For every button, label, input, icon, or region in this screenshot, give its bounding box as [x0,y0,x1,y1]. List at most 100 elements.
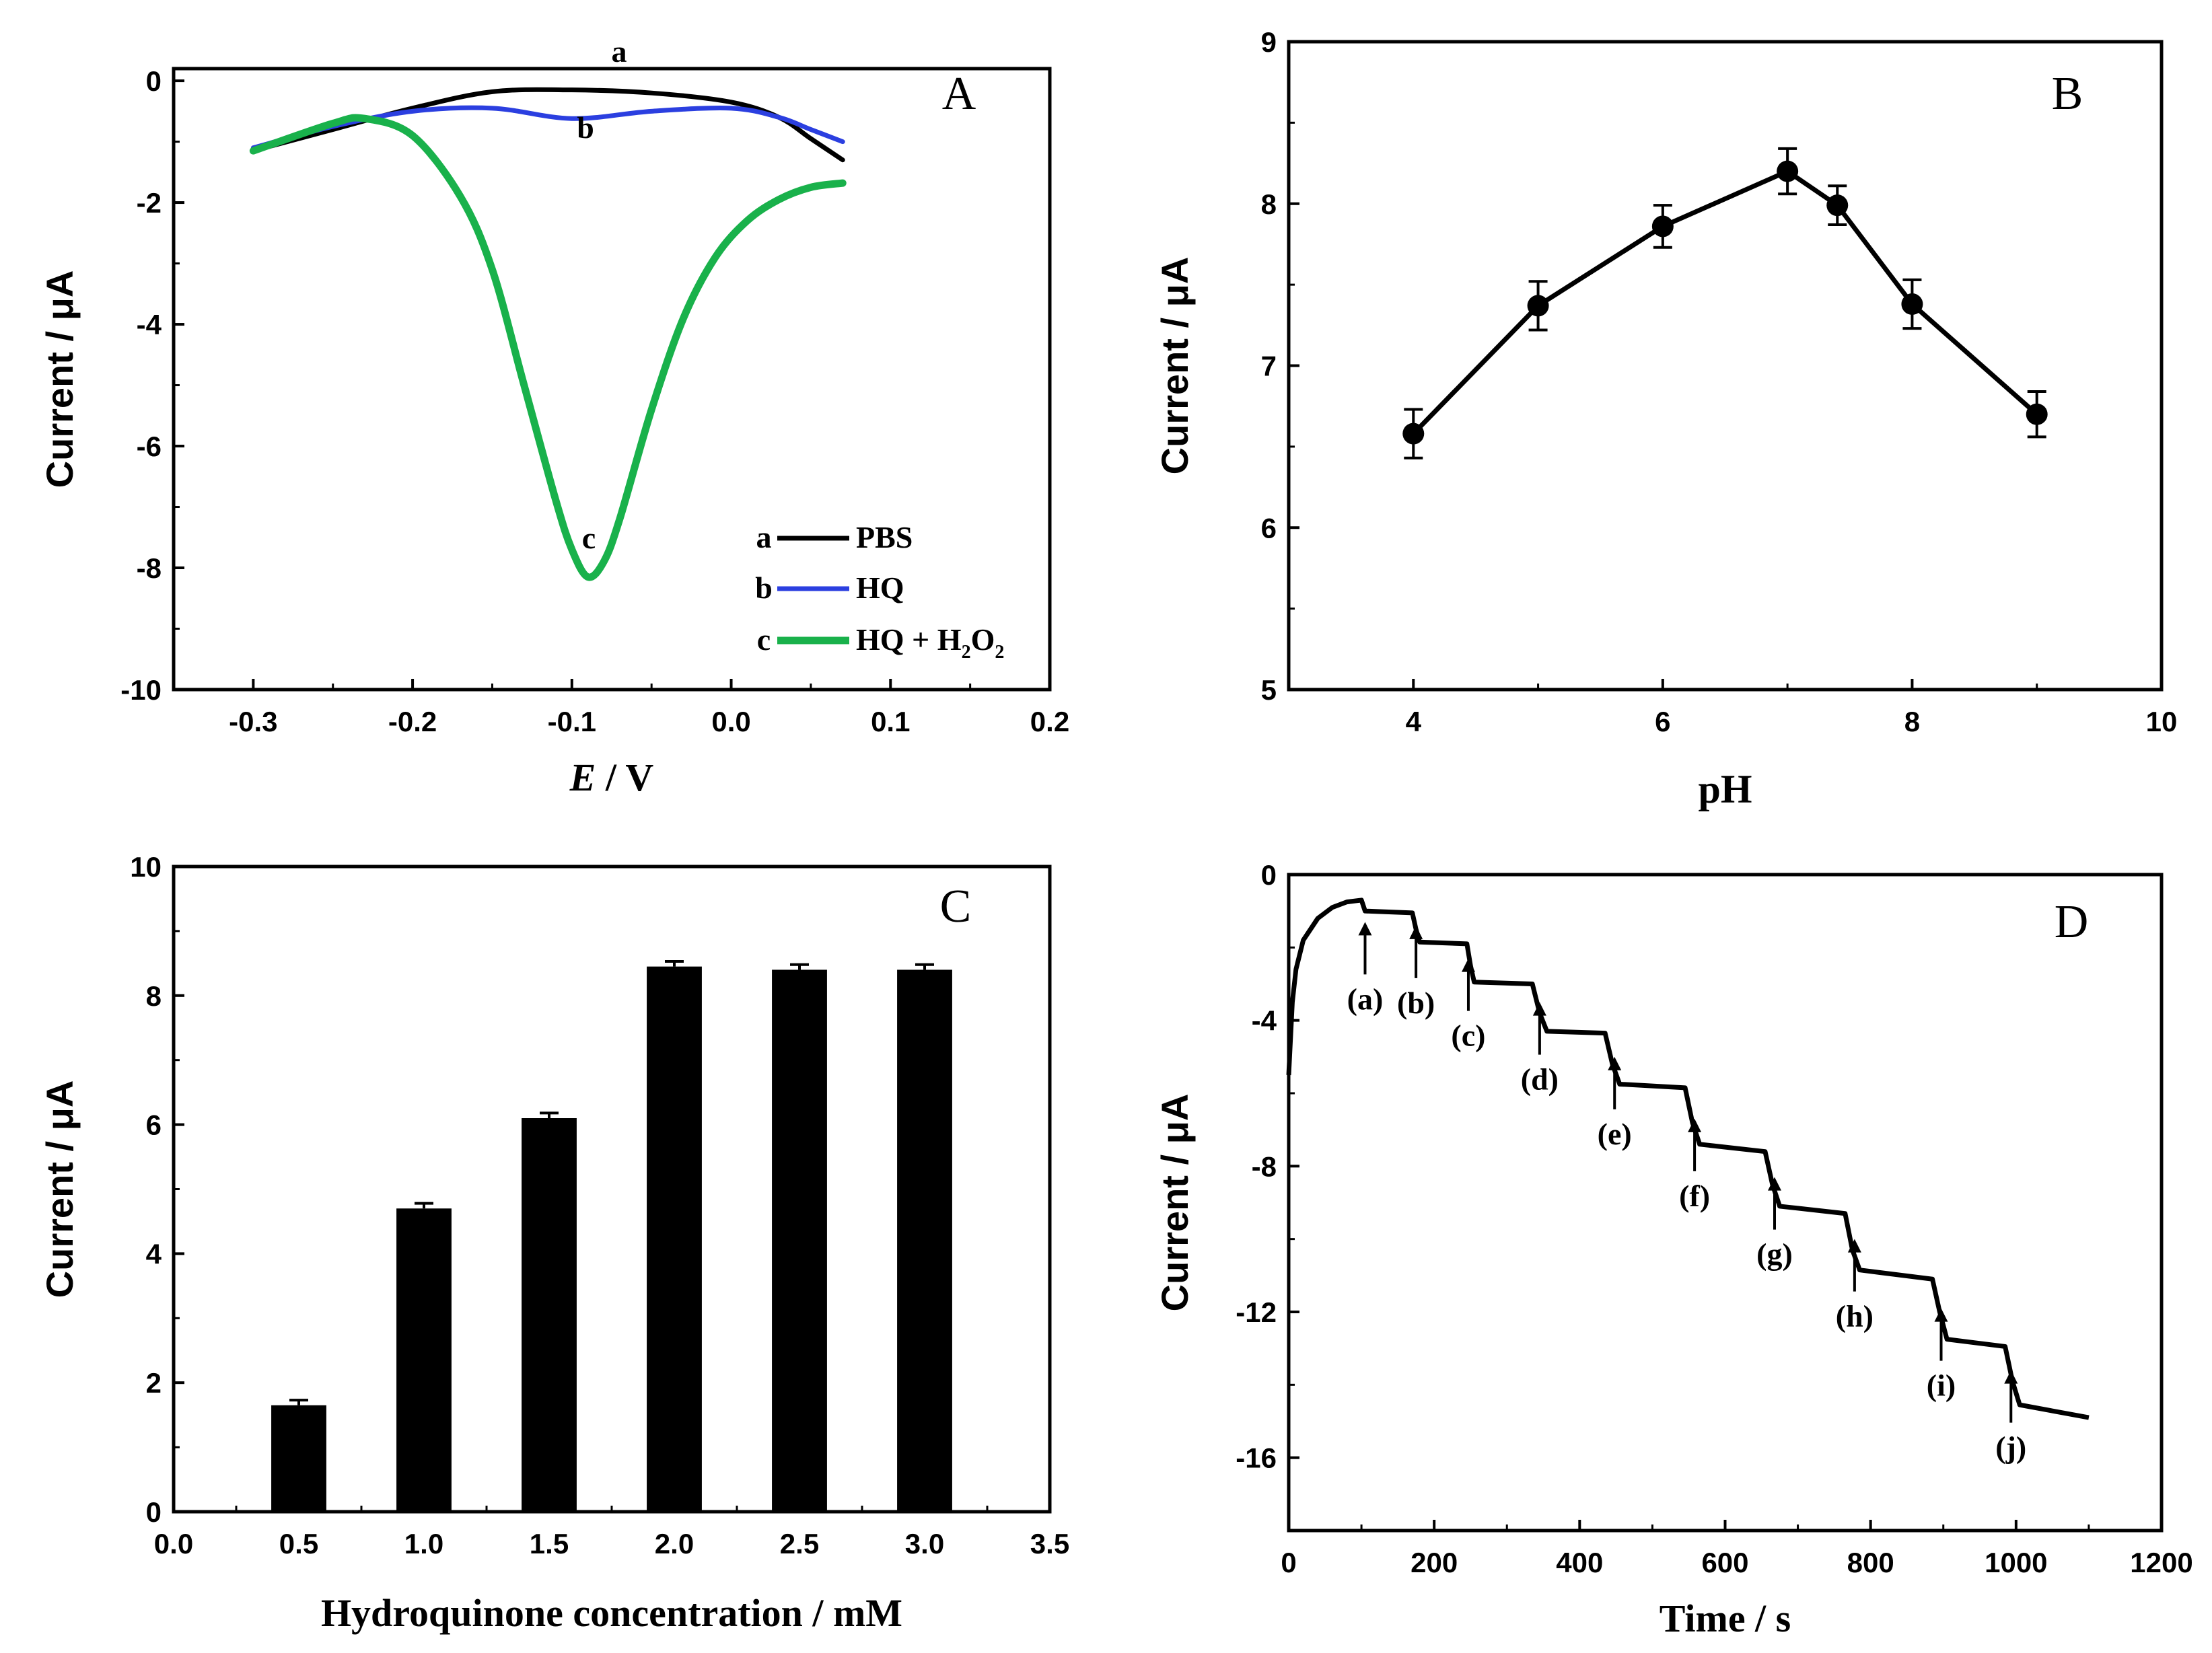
y-tick-label: -6 [137,431,162,462]
arrow-label: (j) [1995,1430,2026,1465]
x-axis-label: pH [1698,767,1752,811]
arrow-label: (g) [1756,1237,1793,1272]
y-tick-label: -4 [1252,1005,1277,1037]
series-line [1286,897,2090,1420]
panel-letter: B [2052,68,2083,120]
arrow-head [1847,1239,1861,1253]
x-tick-label: -0.2 [388,706,437,737]
arrow-head [1934,1308,1948,1322]
arrow-head [2004,1370,2018,1384]
curve-label-a: a [612,34,627,69]
arrow-head [1409,925,1423,939]
plot-frame [172,67,1052,692]
x-tick-label: 0.2 [1030,706,1069,737]
bar [772,969,827,1512]
series-line-c [249,114,847,581]
arrow-label: (i) [1927,1368,1956,1403]
arrow-label: (f) [1679,1179,1710,1213]
y-tick-label: -4 [137,309,162,340]
arrow-head [1532,1002,1546,1016]
y-tick-label: -10 [120,674,162,706]
arrow-label: (d) [1521,1062,1559,1097]
legend-text-c-mid: O [971,622,995,657]
y-tick-label: -16 [1236,1442,1277,1474]
arrow-label: (b) [1397,986,1435,1020]
x-tick-label: 600 [1701,1547,1748,1578]
x-tick-label: 3.0 [905,1528,944,1559]
y-tick-label: -2 [137,187,162,219]
x-tick-label: 6 [1655,706,1670,737]
panel-d: 0 200 400 600 800 1000 1200 0 -4 -8 -12 -16 Current … [1153,859,2193,1640]
x-axis-label: Time / s [1660,1596,1791,1640]
y-tick-label: 0 [146,1496,162,1528]
arrow-head [1688,1118,1702,1132]
x-tick-label: 1.0 [404,1528,443,1559]
y-tick-label: -8 [1252,1150,1277,1182]
arrow-label: (e) [1598,1117,1632,1151]
arrow-head [1608,1056,1622,1070]
panel-letter: A [942,68,976,120]
x-tick-label: -0.1 [548,706,596,737]
x-tick-label: 1200 [2130,1547,2192,1578]
data-point [1527,295,1549,317]
x-tick-label: 10 [2146,706,2178,737]
y-tick-label: 5 [1261,674,1277,706]
data-point [1402,423,1425,445]
x-tick-label: 800 [1847,1547,1894,1578]
bar [522,1118,577,1512]
data-point [1651,215,1674,237]
series-line [1411,168,2039,436]
legend-text-c-sub2: 2 [995,642,1004,663]
legend-text-a: PBS [856,520,913,554]
legend-text-b: HQ [856,571,904,605]
x-tick-label: -0.3 [229,706,277,737]
data-point [2026,403,2048,425]
x-tick-label: 0.0 [154,1528,193,1559]
x-tick-label: 200 [1411,1547,1458,1578]
y-axis-label: Current / μA [1153,257,1196,475]
y-tick-label: 7 [1261,351,1277,382]
plot-frame [1287,40,2164,692]
y-tick-label: 8 [146,980,162,1012]
y-axis-label: Current / μA [38,1080,81,1298]
panel-b: 4 6 8 10 5 6 7 8 9 Current / μA pH B [1153,26,2177,811]
x-tick-label: 0.1 [871,706,910,737]
plot-frame [1287,873,2164,1533]
x-tick-label: 400 [1556,1547,1603,1578]
x-axis-label: E / V [569,756,654,799]
data-point [1826,194,1849,217]
bar [897,969,952,1512]
panel-letter: C [940,881,972,932]
arrow-label: (a) [1347,982,1384,1016]
y-axis-label: Current / μA [38,270,81,488]
y-tick-label: 0 [146,65,162,97]
y-tick-label: 9 [1261,26,1277,58]
curve-label-b: b [577,110,594,145]
x-tick-label: 1.5 [530,1528,569,1559]
y-tick-label: 0 [1261,859,1277,891]
x-tick-label: 0.0 [711,706,750,737]
x-tick-label: 1000 [1985,1547,2047,1578]
legend-text-c: HQ + H2O2 [856,622,1004,663]
x-tick-label: 0.5 [279,1528,318,1559]
x-axis-label-rest: / V [596,756,653,799]
panel-c: 0.0 0.5 1.0 1.5 2.0 2.5 3.0 3.5 0 2 4 6 8 10 Current /… [38,851,1069,1635]
arrow-head [1767,1177,1781,1191]
y-tick-label: 6 [1261,512,1277,544]
y-tick-label: 10 [130,851,162,883]
y-axis-label: Current / μA [1153,1094,1196,1312]
arrow-head [1461,958,1475,972]
y-tick-label: 2 [146,1367,162,1399]
panel-a: -0.3 -0.2 -0.1 0.0 0.1 0.2 0 -2 -4 -6 -8 -10 Current… [38,34,1069,799]
x-axis-label: Hydroquinone concentration / mM [321,1591,902,1635]
curve-label-c: c [582,521,596,555]
x-tick-label: 2.5 [780,1528,819,1559]
panel-letter: D [2055,896,2089,948]
x-tick-label: 2.0 [655,1528,694,1559]
arrow-head [1358,922,1372,936]
arrow-label: (c) [1451,1019,1485,1053]
legend-text-c-main: HQ + H [856,622,962,657]
arrow-label: (h) [1836,1299,1874,1333]
y-tick-label: -12 [1236,1296,1277,1328]
